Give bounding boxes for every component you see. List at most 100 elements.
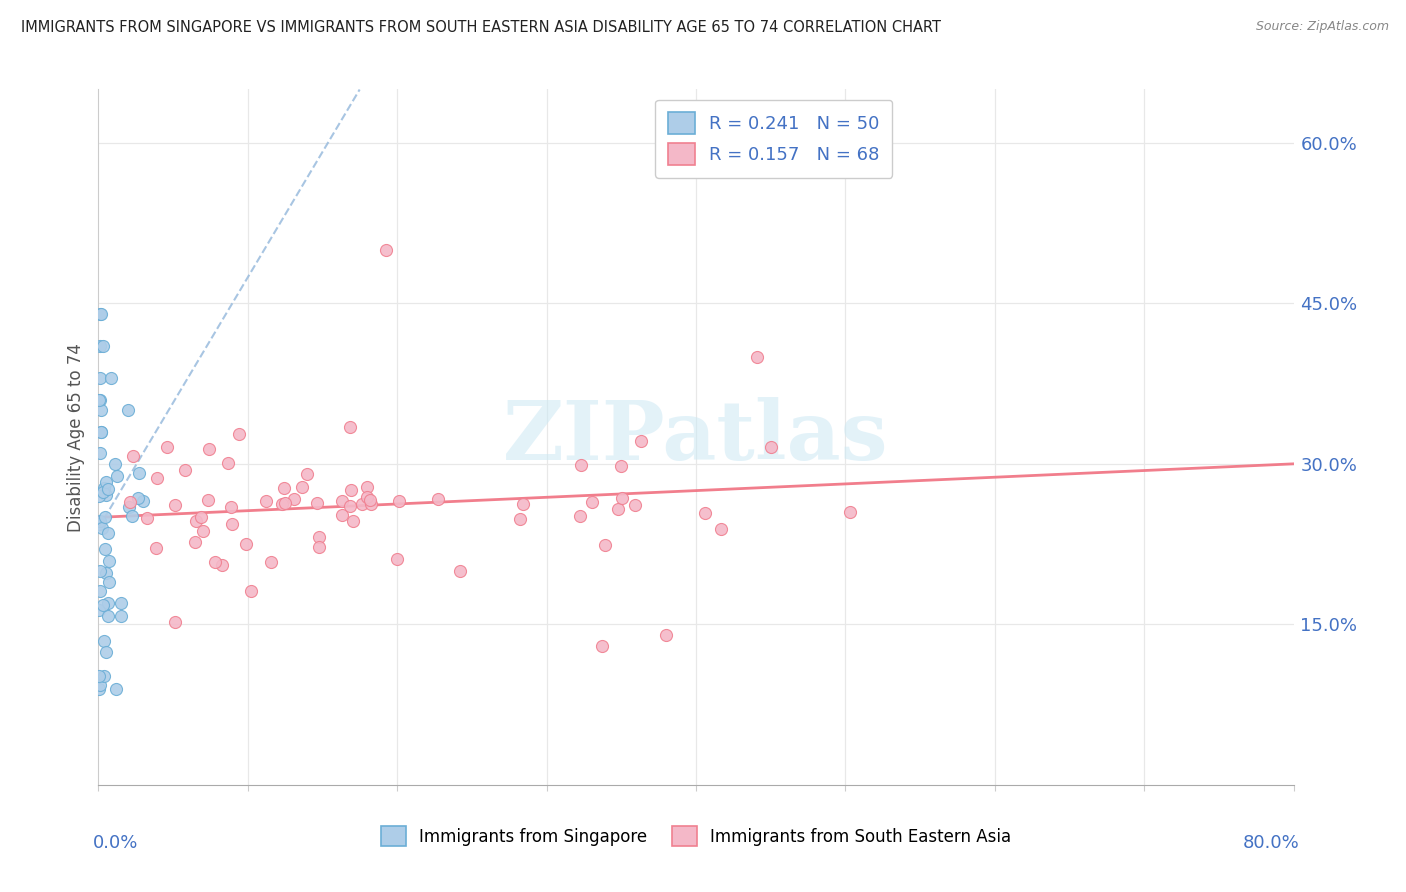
Point: [93, 634, 115, 648]
Point: [110, 608, 132, 623]
Point: [297, 467, 319, 482]
Point: [283, 491, 305, 506]
Point: [356, 490, 378, 504]
Point: [121, 508, 143, 523]
Point: [127, 491, 149, 505]
Point: [610, 491, 633, 505]
Text: 0.0%: 0.0%: [93, 834, 138, 852]
Point: [190, 509, 212, 524]
Text: 80.0%: 80.0%: [1243, 834, 1299, 852]
Point: [104, 681, 127, 696]
Point: [271, 497, 294, 511]
Point: [87, 603, 110, 617]
Point: [96, 566, 118, 581]
Point: [217, 456, 239, 470]
Point: [174, 463, 197, 477]
Point: [94, 542, 117, 557]
Legend: Immigrants from Singapore, Immigrants from South Eastern Asia: Immigrants from Singapore, Immigrants fr…: [374, 820, 1018, 853]
Point: [592, 639, 614, 653]
Point: [118, 495, 141, 509]
Point: [655, 628, 678, 642]
Point: [191, 524, 214, 538]
Point: [132, 493, 155, 508]
Point: [204, 555, 226, 569]
Point: [91, 339, 114, 353]
Point: [610, 458, 633, 473]
Point: [350, 497, 373, 511]
Point: [254, 494, 277, 508]
Point: [838, 505, 860, 519]
Point: [122, 449, 145, 463]
Point: [156, 440, 179, 454]
Point: [97, 609, 120, 624]
Point: [339, 419, 361, 434]
Point: [387, 494, 409, 508]
Point: [90, 425, 112, 439]
Point: [146, 471, 169, 485]
Point: [118, 500, 141, 514]
Point: [385, 551, 409, 566]
Point: [211, 558, 233, 572]
Point: [569, 458, 592, 473]
Point: [198, 442, 221, 456]
Point: [97, 525, 120, 540]
Point: [339, 500, 361, 514]
Point: [89, 517, 111, 532]
Point: [89, 681, 111, 696]
Point: [94, 510, 117, 524]
Point: [93, 481, 115, 495]
Point: [606, 502, 628, 516]
Point: [94, 475, 117, 489]
Point: [509, 512, 531, 526]
Point: [569, 509, 592, 524]
Point: [308, 530, 330, 544]
Point: [593, 538, 616, 552]
Point: [693, 506, 716, 520]
Point: [427, 492, 450, 507]
Point: [291, 480, 314, 494]
Point: [308, 540, 330, 554]
Point: [96, 488, 118, 502]
Point: [97, 554, 120, 568]
Point: [89, 339, 111, 353]
Point: [183, 534, 205, 549]
Point: [273, 481, 295, 495]
Point: [94, 644, 117, 658]
Text: ZIPatlas: ZIPatlas: [503, 397, 889, 477]
Point: [339, 483, 361, 498]
Point: [359, 492, 381, 507]
Point: [165, 615, 187, 630]
Point: [110, 596, 132, 610]
Point: [163, 498, 186, 512]
Point: [89, 564, 111, 578]
Point: [145, 541, 167, 556]
Point: [89, 392, 111, 407]
Point: [136, 511, 159, 525]
Point: [221, 500, 243, 515]
Point: [93, 485, 115, 500]
Point: [759, 440, 782, 454]
Point: [89, 371, 111, 385]
Point: [97, 482, 120, 496]
Point: [91, 521, 114, 535]
Text: IMMIGRANTS FROM SINGAPORE VS IMMIGRANTS FROM SOUTH EASTERN ASIA DISABILITY AGE 6: IMMIGRANTS FROM SINGAPORE VS IMMIGRANTS …: [21, 20, 941, 35]
Point: [745, 350, 768, 364]
Point: [630, 434, 652, 449]
Point: [239, 583, 262, 598]
Point: [330, 508, 353, 523]
Point: [89, 583, 111, 598]
Point: [100, 371, 122, 385]
Point: [97, 574, 120, 589]
Point: [330, 493, 353, 508]
Point: [93, 669, 115, 683]
Point: [274, 496, 297, 510]
Point: [89, 307, 111, 321]
Point: [97, 596, 120, 610]
Point: [305, 496, 328, 510]
Point: [710, 522, 733, 536]
Point: [87, 668, 110, 682]
Point: [581, 495, 603, 509]
Point: [89, 446, 111, 460]
Point: [128, 466, 150, 480]
Text: Source: ZipAtlas.com: Source: ZipAtlas.com: [1256, 20, 1389, 33]
